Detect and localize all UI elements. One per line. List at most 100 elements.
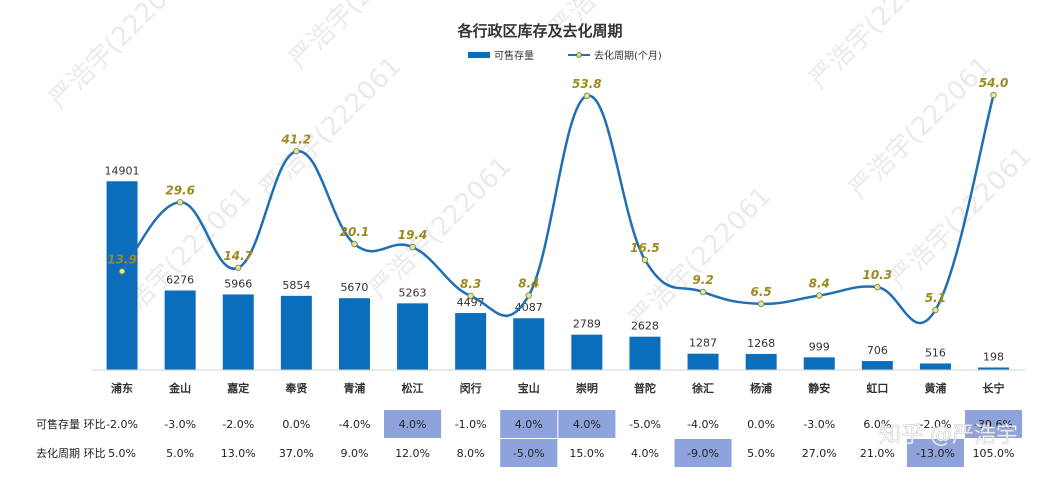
- category-label: 金山: [168, 381, 191, 395]
- watermark-text: 严浩宇(222061: [284, 0, 438, 75]
- bar-value-label: 14901: [105, 164, 140, 177]
- table-cell: -5.0%: [629, 418, 661, 431]
- line-marker: [351, 240, 358, 248]
- legend-line-label: 去化周期(个月): [594, 49, 662, 62]
- bar-杨浦: [745, 353, 777, 370]
- bar-value-label: 516: [925, 346, 946, 359]
- category-labels: 浦东 金山 嘉定 奉贤 青浦 松江 闵行 宝山 崇明 普陀 徐汇 杨浦 静安 虹口 黄浦 长宁: [111, 381, 1005, 395]
- bar-value-label: 1287: [689, 337, 717, 350]
- line-marker: [467, 292, 474, 300]
- bar-徐汇: [687, 353, 719, 370]
- category-label: 宝山: [518, 381, 540, 395]
- line-marker: [699, 288, 707, 296]
- bar-虹口: [861, 361, 893, 370]
- table-highlight-cell: [500, 439, 558, 467]
- change-table: 可售存量 环比 -2.0% -3.0% -2.0% 0.0% -4.0% 4.0% -1.0%…: [36, 410, 1023, 467]
- line-marker: [757, 300, 765, 308]
- table-cell: 8.0%: [457, 447, 485, 460]
- bar-奉贤: [280, 295, 312, 370]
- bar-黄浦: [919, 363, 951, 370]
- category-label: 徐汇: [691, 381, 714, 395]
- category-label: 长宁: [983, 381, 1005, 395]
- watermark-text: 严浩宇(222061: [804, 0, 958, 95]
- line-value-label: 5.1: [925, 291, 946, 305]
- category-label: 浦东: [111, 381, 133, 395]
- table-cell: 4.0%: [573, 418, 601, 431]
- line-marker: [990, 91, 997, 99]
- category-label: 普陀: [634, 381, 656, 395]
- line-marker: [176, 199, 184, 206]
- table-cell: -3.0%: [803, 418, 835, 431]
- category-label: 闵行: [460, 381, 482, 395]
- table-cell: 5.0%: [747, 447, 775, 460]
- line-value-label: 41.2: [281, 132, 312, 146]
- table-row-label: 可售存量 环比: [36, 417, 106, 431]
- table-highlight-cell: [558, 410, 616, 438]
- table-cell: 5.0%: [166, 447, 194, 460]
- table-cell: -5.0%: [513, 447, 545, 460]
- line-value-label: 13.9: [107, 252, 137, 266]
- table-cell: 9.0%: [340, 447, 368, 460]
- bar-宝山: [513, 318, 545, 370]
- legend-bar-label: 可售存量: [494, 49, 534, 62]
- line-marker: [118, 268, 126, 275]
- line-value-label: 19.4: [398, 228, 428, 242]
- line-value-label: 14.7: [223, 249, 253, 263]
- line-series-path: [121, 94, 995, 325]
- table-cell: 37.0%: [279, 447, 314, 460]
- bar-value-label: 999: [809, 340, 830, 353]
- bar-value-label: 5670: [340, 281, 368, 294]
- bar-value-label: 5263: [399, 286, 427, 299]
- bar-青浦: [338, 298, 370, 370]
- table-cell: 0.0%: [282, 418, 310, 431]
- bar-崇明: [571, 334, 603, 370]
- table-cell: 13.0%: [221, 447, 256, 460]
- table-cell: 21.0%: [860, 447, 895, 460]
- table-cell: 12.0%: [395, 447, 430, 460]
- watermark-text: 严浩宇(222061: [884, 141, 1038, 295]
- line-marker: [525, 292, 532, 299]
- bar-长宁: [978, 367, 1010, 370]
- bar-静安: [803, 357, 835, 370]
- line-marker: [583, 92, 591, 100]
- line-value-label: 9.2: [692, 273, 713, 287]
- legend-line-marker: [576, 52, 582, 58]
- line-marker: [409, 243, 416, 251]
- line-value-label: 8.4: [518, 276, 539, 290]
- bar-金山: [164, 290, 196, 370]
- bar-闵行: [455, 313, 487, 370]
- table-cell: 27.0%: [802, 447, 837, 460]
- table-cell: 0.0%: [747, 418, 775, 431]
- category-label: 黄浦: [924, 381, 946, 395]
- bar-value-label: 5966: [224, 277, 252, 290]
- table-cell: -4.0%: [687, 418, 719, 431]
- line-value-label: 10.3: [863, 268, 893, 282]
- category-label: 奉贤: [284, 381, 307, 395]
- line-value-labels: 13.9 29.6 14.7 41.2 20.1 19.4 8.3 8.4 53.8 16.5 9.…: [107, 76, 1008, 305]
- table-cell: 15.0%: [569, 447, 604, 460]
- table-highlight-cell: [384, 410, 442, 438]
- bar-嘉定: [222, 294, 254, 370]
- bar-series: [106, 181, 1010, 370]
- chart-title: 各行政区库存及去化周期: [456, 22, 622, 40]
- legend: 可售存量 去化周期(个月): [468, 49, 662, 62]
- bar-value-label: 5854: [282, 279, 310, 292]
- table-cell: -2.0%: [919, 418, 951, 431]
- table-cell: 6.0%: [863, 418, 891, 431]
- table-row-label: 去化周期 环比: [36, 446, 106, 460]
- brand-mark: 知乎 @严浩宇: [879, 423, 1018, 448]
- table-highlight-cell: [500, 410, 558, 438]
- table-cell: 4.0%: [515, 418, 543, 431]
- bar-松江: [397, 303, 429, 370]
- category-label: 青浦: [343, 381, 365, 395]
- table-cell: -3.0%: [164, 418, 196, 431]
- table-cell: 105.0%: [973, 447, 1015, 460]
- watermark-text: 严浩宇(222061: [44, 0, 198, 115]
- category-label: 嘉定: [226, 381, 249, 395]
- table-cell: -1.0%: [455, 418, 487, 431]
- bar-value-label: 2628: [631, 320, 659, 333]
- line-value-label: 54.0: [979, 76, 1009, 90]
- category-label: 松江: [402, 381, 424, 395]
